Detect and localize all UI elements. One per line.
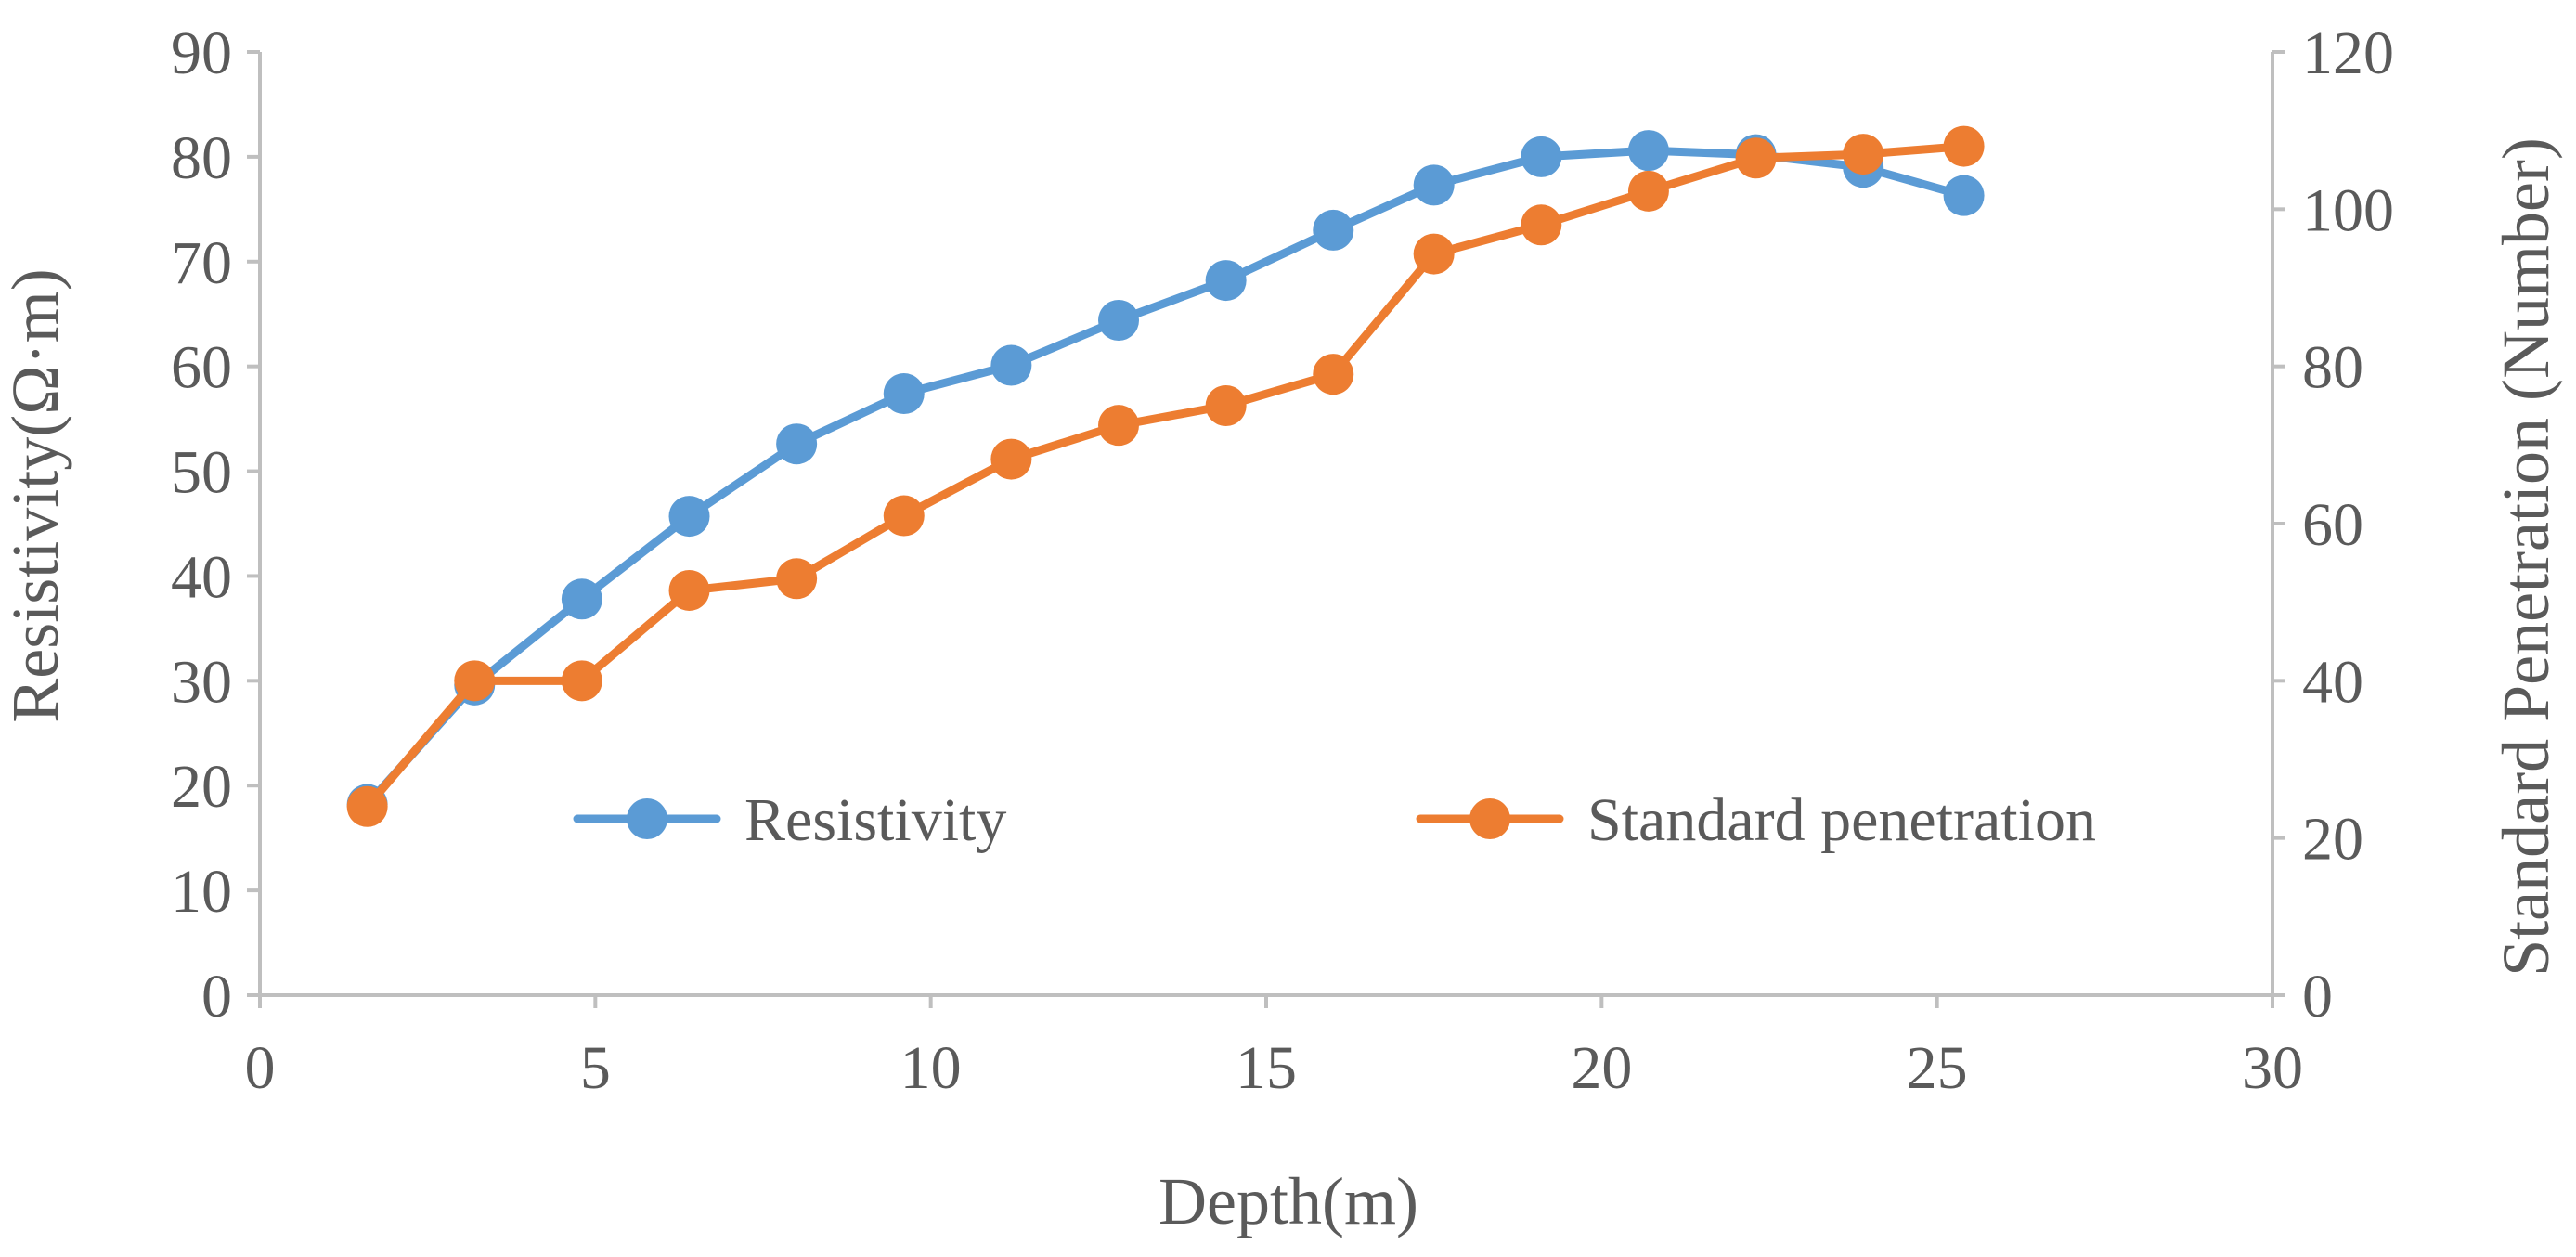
- legend: Resistivity Standard penetration: [573, 786, 2096, 854]
- data-point: [668, 496, 710, 538]
- legend-marker: [627, 798, 667, 839]
- y2-tick-label: 100: [2302, 176, 2394, 244]
- data-point: [668, 569, 710, 611]
- data-point: [1521, 204, 1562, 246]
- legend-item: Resistivity: [573, 786, 1006, 854]
- data-point: [1413, 164, 1455, 206]
- legend-label: Resistivity: [744, 786, 1006, 854]
- data-point: [1521, 136, 1562, 177]
- y-axis-title: Resistivity(Ω·m): [0, 268, 72, 722]
- y2-tick-label: 60: [2302, 491, 2363, 559]
- x-tick-label: 15: [1236, 1034, 1297, 1102]
- x-tick-label: 20: [1571, 1034, 1632, 1102]
- y-tick-label: 20: [171, 753, 232, 821]
- x-tick-label: 10: [900, 1034, 962, 1102]
- legend-label: Standard penetration: [1587, 786, 2096, 854]
- y-tick-label: 10: [171, 858, 232, 926]
- y2-tick-label: 40: [2302, 648, 2363, 716]
- data-point: [454, 660, 496, 702]
- axes-layer: 0 10 20 30 40 50 60 70 80 90 0 20 40 60 80 100 120 0 5 10 15…: [171, 19, 2394, 1102]
- data-point: [776, 558, 818, 600]
- y-tick-label: 40: [171, 543, 232, 611]
- y-tick-label: 30: [171, 648, 232, 716]
- x-tick-label: 0: [245, 1034, 276, 1102]
- x-tick-label: 25: [1907, 1034, 1968, 1102]
- data-point: [346, 785, 388, 827]
- series-standard-penetration: [346, 125, 1985, 827]
- data-point: [1098, 299, 1140, 341]
- y-tick-label: 80: [171, 124, 232, 192]
- data-point: [1627, 170, 1669, 212]
- data-point: [990, 438, 1032, 480]
- data-point: [1205, 260, 1247, 302]
- x-tick-label: 5: [580, 1034, 611, 1102]
- y-tick-label: 90: [171, 19, 232, 87]
- data-point: [1205, 385, 1247, 426]
- y2-tick-label: 0: [2302, 963, 2333, 1030]
- y2-tick-label: 120: [2302, 19, 2394, 87]
- x-tick-label: 30: [2242, 1034, 2303, 1102]
- y-tick-label: 0: [201, 963, 232, 1030]
- series-line: [363, 142, 1969, 811]
- y-tick-label: 50: [171, 439, 232, 507]
- x-axis-title: Depth(m): [1159, 1164, 1418, 1238]
- data-point: [776, 423, 818, 465]
- y2-axis-title: Standard Penetration (Number): [2489, 137, 2563, 977]
- data-point: [1413, 233, 1455, 275]
- data-point: [1843, 134, 1884, 175]
- y2-tick-label: 80: [2302, 334, 2363, 402]
- y2-tick-label: 20: [2302, 806, 2363, 874]
- legend-marker: [1469, 798, 1510, 839]
- data-point: [883, 495, 925, 537]
- data-point: [1627, 130, 1669, 172]
- data-point: [1735, 137, 1777, 179]
- data-point: [561, 578, 602, 620]
- data-point: [990, 344, 1032, 386]
- data-point: [561, 660, 602, 702]
- data-point: [1098, 405, 1140, 447]
- data-point: [1943, 125, 1985, 167]
- legend-item: Standard penetration: [1416, 786, 2096, 854]
- data-point: [1313, 209, 1354, 251]
- y-tick-label: 70: [171, 229, 232, 297]
- series-layer: [346, 125, 1985, 827]
- data-point: [1313, 354, 1354, 395]
- series-line: [363, 146, 1969, 810]
- y-tick-label: 60: [171, 334, 232, 402]
- data-point: [1943, 175, 1985, 216]
- series-resistivity: [346, 130, 1985, 825]
- data-point: [883, 373, 925, 415]
